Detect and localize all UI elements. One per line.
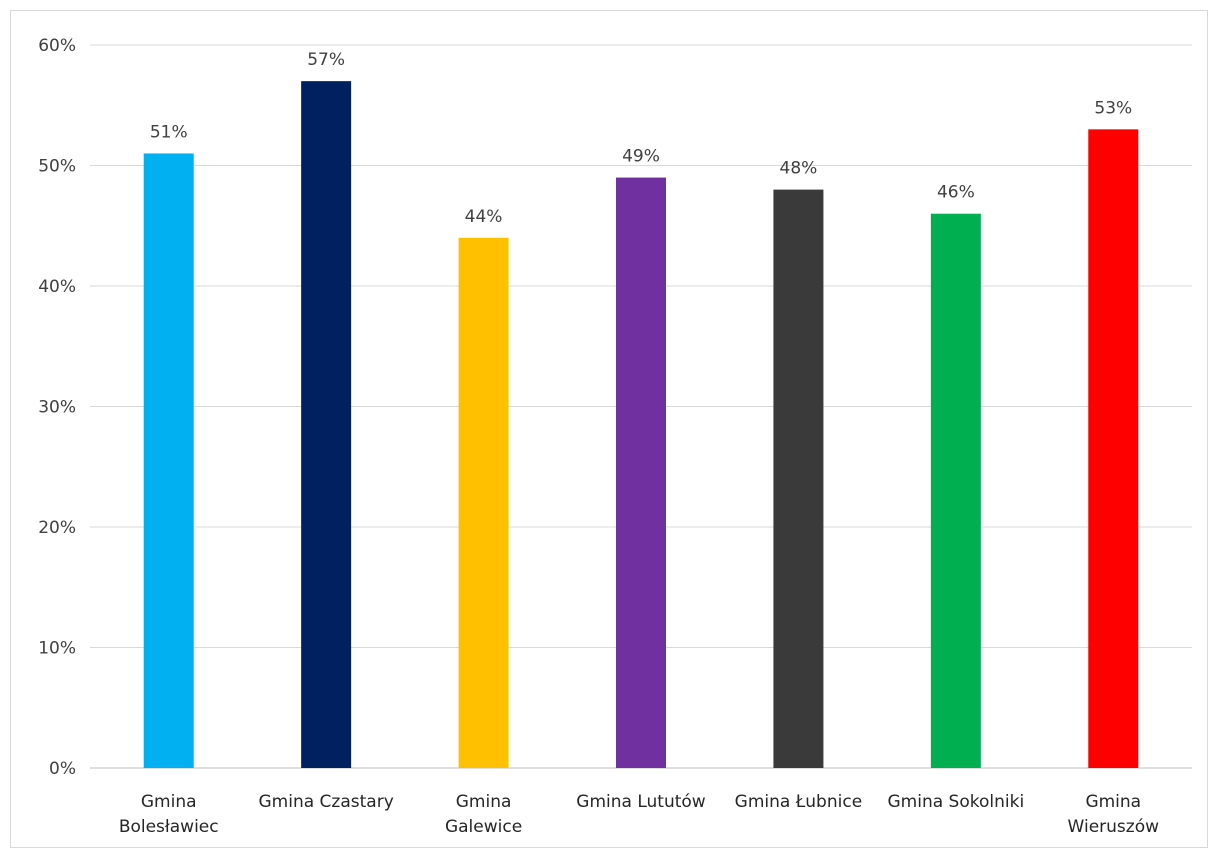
- x-axis-category-labels: Gmina Bolesławiec Gmina Czastary Gmina Galew…: [119, 792, 1159, 837]
- bar: [1088, 129, 1139, 769]
- category-label-line: Bolesławiec: [119, 817, 219, 837]
- category-label-line: Wieruszów: [1068, 817, 1160, 837]
- bars: [143, 81, 1139, 769]
- y-tick-label: 10%: [38, 639, 76, 659]
- y-tick-label: 40%: [38, 277, 76, 297]
- category-label: Gmina Czastary: [259, 792, 394, 812]
- category-label: Gmina Łubnice: [735, 792, 862, 812]
- category-label: Gmina Bolesławiec: [119, 792, 219, 837]
- category-label: Gmina Galewice: [445, 792, 522, 837]
- data-label: 46%: [937, 183, 975, 203]
- category-label-line: Gmina Sokolniki: [888, 792, 1025, 812]
- bar: [458, 237, 509, 769]
- data-label: 44%: [465, 207, 503, 227]
- y-tick-label: 20%: [38, 518, 76, 538]
- category-label-line: Gmina: [141, 792, 197, 812]
- bar: [616, 177, 666, 769]
- category-label-line: Gmina: [456, 792, 512, 812]
- bar: [301, 81, 352, 768]
- y-tick-label: 30%: [38, 398, 76, 418]
- data-labels: 51% 57% 44% 49% 48% 46% 53%: [150, 50, 1132, 227]
- category-label: Gmina Lututów: [576, 792, 706, 812]
- y-axis-tick-labels: 0% 10% 20% 30% 40% 50% 60%: [38, 36, 76, 779]
- chart-frame: 0% 10% 20% 30% 40% 50% 60% 51% 57% 44% 49% 48% 46% 5…: [10, 10, 1208, 848]
- bar: [773, 189, 824, 769]
- data-label: 48%: [780, 159, 818, 179]
- data-label: 57%: [307, 50, 345, 70]
- bar-chart: 0%10%20%30%40%50%60% 51%57%44%49%48%46%5…: [38, 36, 1192, 837]
- category-label-line: Gmina Czastary: [259, 792, 394, 812]
- category-label-line: Gmina Łubnice: [735, 792, 862, 812]
- y-tick-label: 0%: [49, 759, 76, 779]
- category-label-line: Gmina: [1085, 792, 1141, 812]
- category-label-line: Galewice: [445, 817, 522, 837]
- y-tick-label: 50%: [38, 157, 76, 177]
- bar: [143, 153, 194, 768]
- category-label: Gmina Sokolniki: [888, 792, 1025, 812]
- category-label: Gmina Wieruszów: [1068, 792, 1160, 837]
- data-label: 51%: [150, 122, 188, 142]
- data-label: 49%: [622, 147, 660, 167]
- y-tick-label: 60%: [38, 36, 76, 56]
- data-label: 53%: [1094, 98, 1132, 118]
- bar: [930, 213, 981, 768]
- category-label-line: Gmina Lututów: [576, 792, 706, 812]
